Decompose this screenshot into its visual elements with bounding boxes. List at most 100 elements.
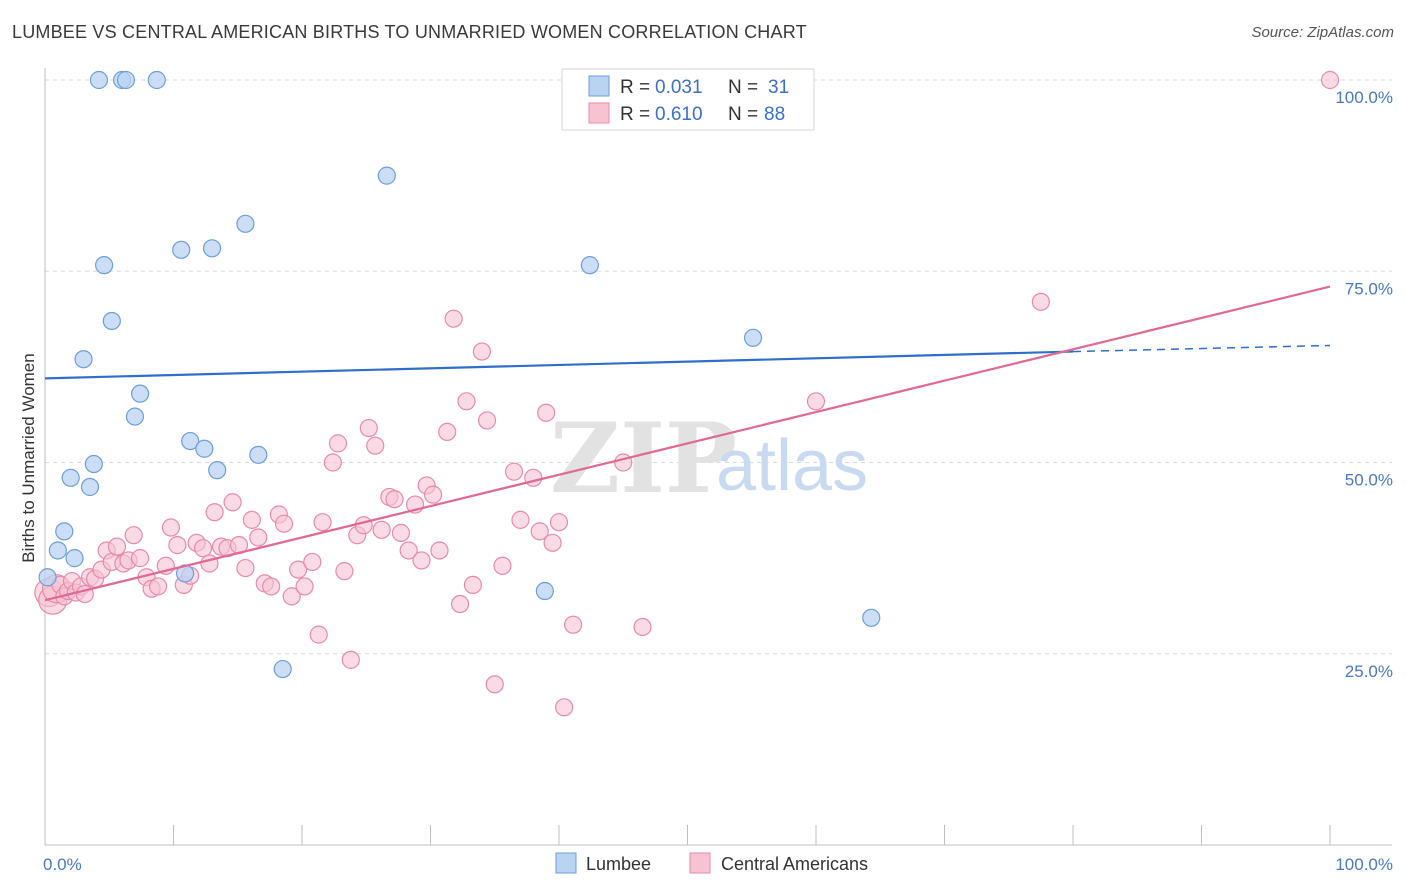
grid-lines — [45, 79, 1392, 655]
central-point-50 — [328, 434, 348, 453]
central-point-49 — [323, 453, 342, 472]
watermark-zip: ZIP — [550, 402, 737, 515]
lumbee-point-24 — [273, 659, 292, 679]
stats-legend: R = 0.031 N = 31 R = 0.610 N = 88 — [561, 68, 815, 131]
source-label: Source: ZipAtlas.com — [1251, 24, 1394, 41]
central-point-40 — [262, 577, 281, 596]
y-tick-label-50: 50.0% — [1345, 471, 1393, 490]
central-point-71 — [463, 575, 483, 595]
x-tick-label-max: 100.0% — [1335, 855, 1393, 874]
lumbee-r-value: 0.031 — [655, 77, 703, 98]
lumbee-points — [38, 70, 881, 679]
central-point-15 — [107, 537, 127, 556]
x-tick-label-min: 0.0% — [43, 855, 82, 874]
lumbee-point-2 — [55, 522, 74, 541]
central-point-46 — [303, 552, 322, 572]
lumbee-point-0 — [38, 568, 57, 587]
lumbee-point-30 — [862, 608, 881, 627]
central-point-73 — [477, 411, 497, 430]
lumbee-point-3 — [61, 468, 80, 487]
central-point-42 — [274, 514, 294, 533]
central-point-36 — [236, 558, 255, 578]
central-n-value: 88 — [764, 104, 785, 125]
chart-title: LUMBEE VS CENTRAL AMERICAN BIRTHS TO UNM… — [12, 22, 807, 42]
central-point-76 — [504, 462, 524, 481]
central-point-48 — [313, 513, 332, 532]
central-r-value: 0.610 — [655, 104, 703, 125]
central-point-29 — [193, 539, 213, 558]
lumbee-legend-label: Lumbee — [586, 854, 651, 874]
central-point-51 — [335, 562, 354, 581]
lumbee-trend-extension — [1072, 344, 1331, 353]
central-point-77 — [511, 510, 530, 529]
lumbee-point-16 — [172, 240, 191, 259]
watermark-atlas: atlas — [716, 426, 868, 506]
central-point-18 — [124, 526, 143, 545]
central-point-74 — [485, 675, 504, 694]
central-legend-swatch — [588, 102, 610, 124]
lumbee-point-13 — [130, 384, 150, 403]
central-point-63 — [412, 551, 431, 570]
trend-lines — [44, 285, 1331, 602]
axes — [44, 68, 1392, 846]
central-point-89 — [1320, 70, 1340, 90]
lumbee-r-label: R = — [620, 77, 650, 98]
y-tick-labels: 25.0% 50.0% 75.0% 100.0% — [1335, 88, 1393, 681]
central-point-72 — [472, 342, 491, 361]
central-legend-label: Central Americans — [721, 854, 868, 874]
central-point-86 — [633, 617, 652, 637]
y-tick-label-100: 100.0% — [1335, 88, 1393, 107]
central-bottom-swatch — [689, 852, 711, 874]
y-tick-label-75: 75.0% — [1345, 279, 1393, 298]
lumbee-point-19 — [195, 439, 214, 458]
central-point-88 — [1031, 292, 1050, 311]
central-n-label: N = — [728, 104, 758, 125]
series-legend: Lumbee Central Americans — [555, 852, 868, 874]
central-point-37 — [242, 510, 261, 529]
central-point-78 — [524, 468, 543, 487]
lumbee-point-18 — [181, 431, 200, 451]
lumbee-point-20 — [202, 239, 222, 258]
lumbee-point-5 — [80, 477, 100, 497]
central-point-45 — [295, 577, 314, 596]
central-point-54 — [354, 516, 373, 535]
lumbee-point-29 — [743, 328, 763, 347]
central-point-84 — [564, 615, 583, 634]
lumbee-point-11 — [116, 70, 136, 90]
lumbee-legend-swatch — [588, 75, 610, 97]
central-point-56 — [366, 436, 385, 455]
lumbee-point-22 — [236, 214, 255, 233]
lumbee-point-27 — [580, 256, 599, 275]
lumbee-bottom-swatch — [555, 852, 577, 874]
lumbee-point-7 — [89, 70, 109, 90]
y-tick-label-25: 25.0% — [1345, 662, 1393, 681]
central-point-34 — [223, 493, 242, 512]
lumbee-point-21 — [208, 461, 227, 480]
x-tick-labels: 0.0% 100.0% — [43, 855, 1393, 874]
lumbee-point-4 — [65, 549, 84, 568]
central-point-70 — [457, 392, 476, 411]
central-r-label: R = — [620, 104, 650, 125]
lumbee-point-25 — [377, 166, 396, 185]
central-point-80 — [537, 403, 556, 422]
central-point-75 — [493, 556, 512, 575]
central-point-38 — [249, 528, 268, 547]
lumbee-point-1 — [48, 541, 67, 560]
central-point-25 — [168, 536, 187, 555]
central-point-68 — [444, 309, 463, 328]
lumbee-point-6 — [84, 454, 103, 474]
lumbee-point-23 — [249, 445, 268, 464]
lumbee-point-14 — [147, 70, 166, 90]
central-point-87 — [806, 392, 826, 411]
lumbee-n-label: N = — [728, 77, 758, 98]
central-point-44 — [289, 560, 308, 579]
lumbee-point-15 — [74, 350, 93, 369]
central-trend-line — [44, 285, 1331, 602]
central-point-19 — [130, 549, 150, 568]
central-point-60 — [391, 523, 411, 542]
lumbee-point-26 — [535, 581, 554, 601]
central-point-81 — [543, 533, 562, 552]
central-point-59 — [385, 490, 404, 509]
lumbee-trend-line — [44, 350, 1074, 380]
central-point-61 — [399, 541, 418, 560]
